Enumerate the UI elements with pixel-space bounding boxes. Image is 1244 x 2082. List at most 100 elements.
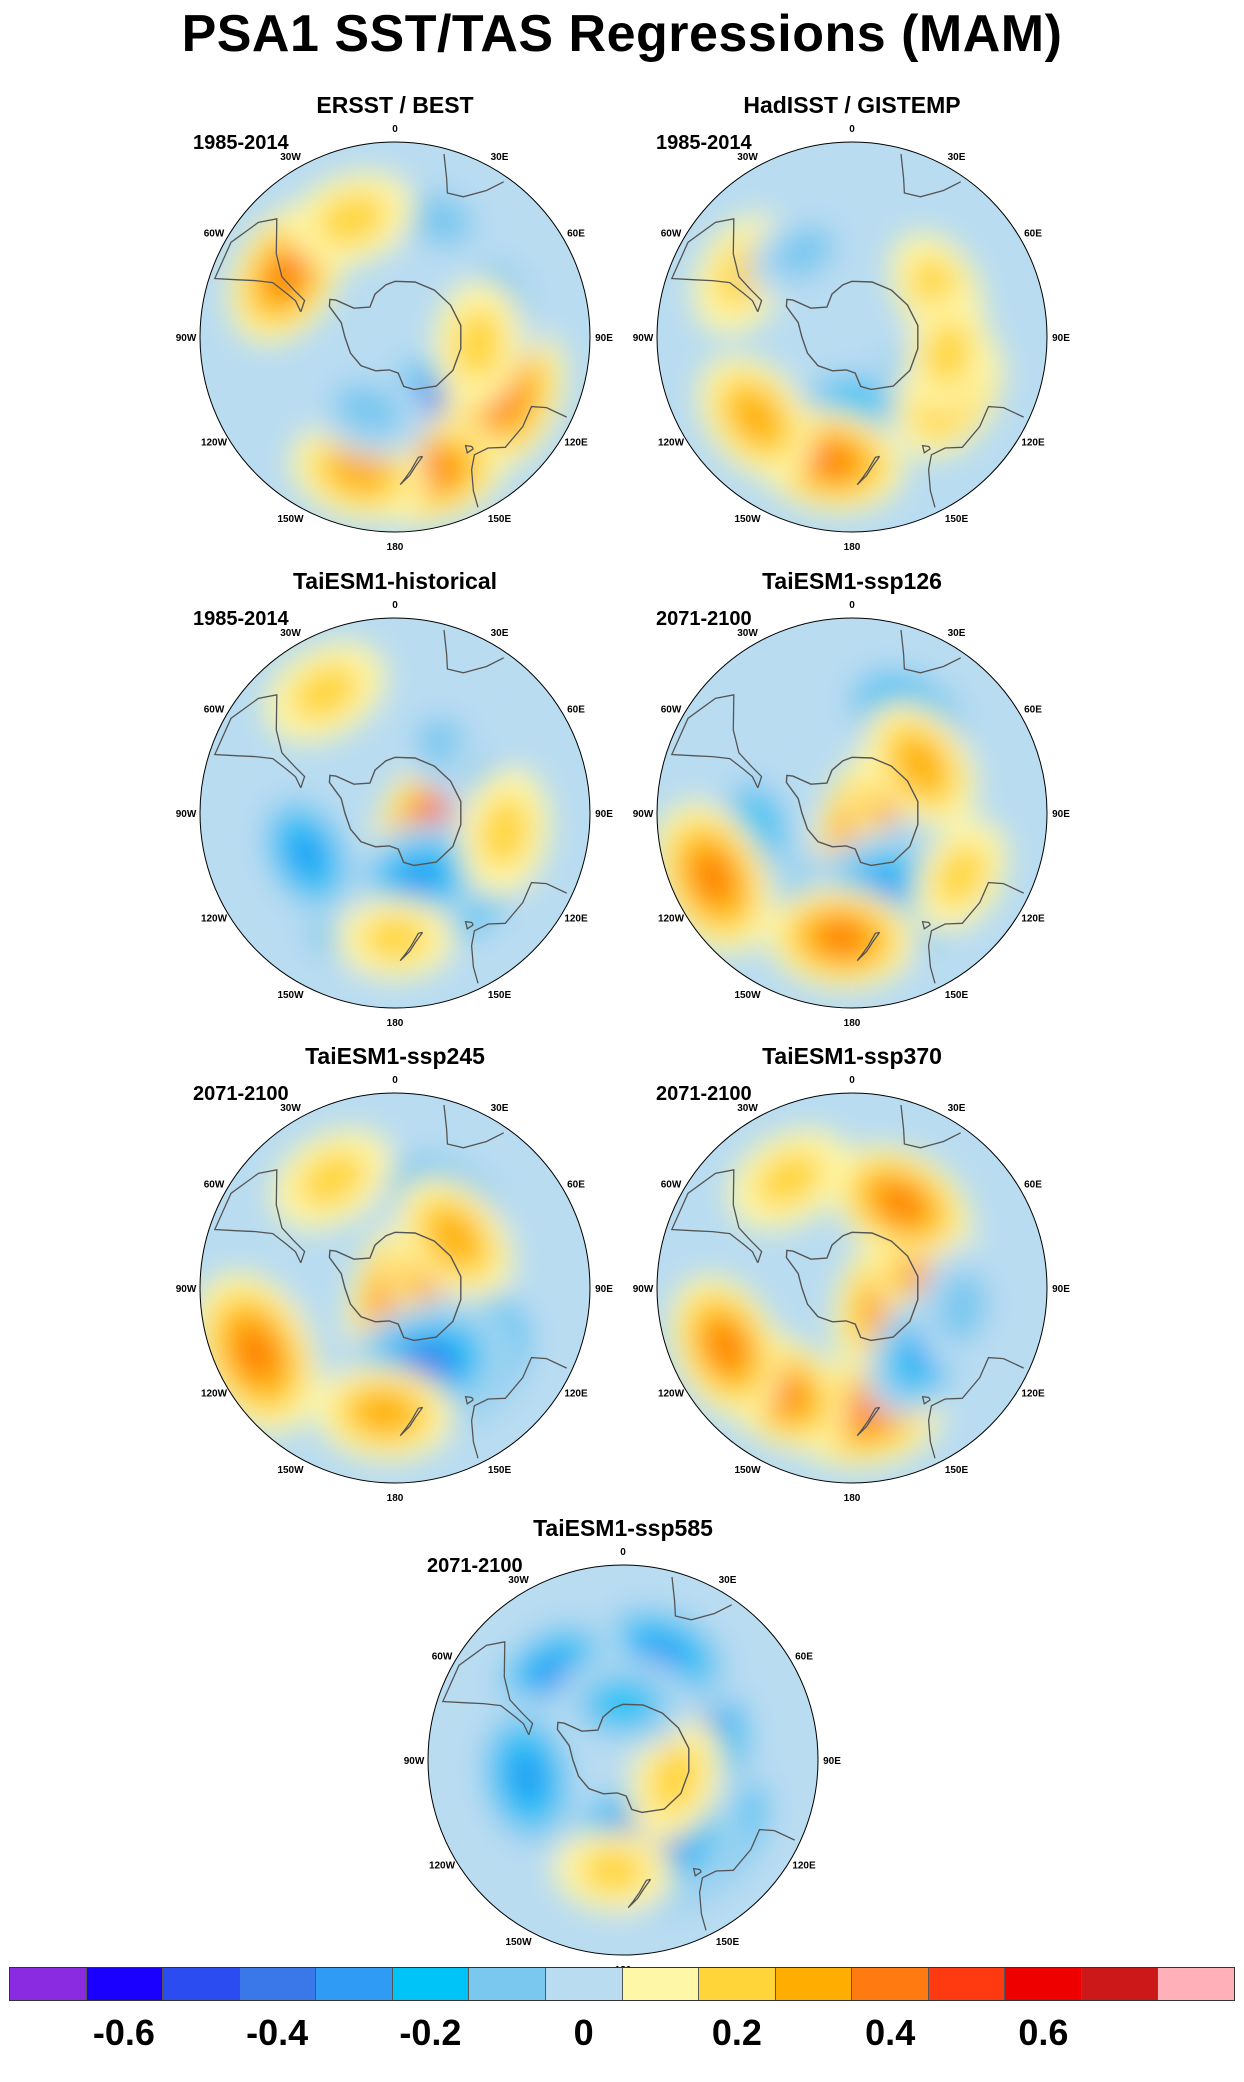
longitude-label: 90W — [633, 809, 654, 820]
coastline — [470, 405, 567, 508]
colorbar-labels: -0.6 -0.4 -0.2 0 0.2 0.4 0.6 — [0, 2012, 1244, 2072]
anomaly-band — [289, 832, 324, 876]
coastline — [470, 881, 567, 984]
anomaly-band — [453, 307, 504, 381]
longitude-label: 120E — [1021, 438, 1045, 449]
longitude-label: 30E — [491, 1103, 509, 1114]
longitude-label: 150W — [277, 1465, 304, 1476]
longitude-label: 90E — [1052, 1284, 1070, 1295]
colorbar-swatch — [1005, 1968, 1082, 2000]
antarctica-coastline — [785, 280, 919, 391]
anomaly-band — [268, 253, 304, 296]
anomaly-band — [332, 383, 404, 437]
colorbar-tick-label: -0.4 — [246, 2012, 309, 2053]
colorbar-swatch — [392, 1968, 470, 2000]
map-panel: ERSST / BEST 1985-2014 0 30E 60E 90E 120E 150E 1… — [175, 92, 615, 562]
anomaly-band — [479, 795, 531, 869]
longitude-label: 30E — [948, 152, 966, 163]
longitude-label: 30W — [737, 628, 758, 639]
colorbar-swatch — [699, 1968, 776, 2000]
colorbar-swatch — [928, 1968, 1006, 2000]
anomaly-band — [509, 1751, 545, 1803]
coastline — [464, 444, 474, 454]
antarctica-coastline — [328, 280, 462, 391]
colorbar-swatch — [545, 1968, 623, 2000]
longitude-label: 60W — [204, 705, 225, 716]
panel-period: 2071-2100 — [656, 1083, 752, 1105]
longitude-label: 60W — [432, 1652, 453, 1663]
coastline — [399, 1406, 424, 1437]
map-panel: TaiESM1-ssp370 2071-2100 0 30E 60E 90E 120E 150… — [632, 1043, 1072, 1513]
longitude-label: 180 — [844, 542, 861, 553]
anomaly-band — [807, 444, 853, 477]
longitude-label: 60W — [661, 1180, 682, 1191]
longitude-label: 30W — [737, 1103, 758, 1114]
longitude-label: 90E — [1052, 333, 1070, 344]
longitude-label: 60E — [1024, 229, 1042, 240]
map-boundary — [656, 1092, 1048, 1484]
map-panel: TaiESM1-ssp245 2071-2100 0 30E 60E 90E 120E 150… — [175, 1043, 615, 1513]
longitude-label: 120W — [201, 914, 228, 925]
anomaly-band — [934, 844, 987, 908]
map-boundary — [199, 141, 591, 533]
anomaly-band — [708, 1325, 743, 1369]
longitude-label: 90W — [176, 809, 197, 820]
coastline — [670, 1169, 763, 1264]
coastline — [921, 444, 931, 454]
panel-period: 1985-2014 — [193, 608, 289, 630]
longitude-label: 120E — [564, 914, 588, 925]
longitude-label: 30W — [280, 1103, 301, 1114]
antarctica-coastline — [556, 1703, 690, 1814]
longitude-label: 90E — [595, 333, 613, 344]
map-boundary — [656, 617, 1048, 1009]
anomaly-band — [361, 915, 429, 962]
colorbar-swatch — [239, 1968, 317, 2000]
anomaly-band — [936, 1270, 988, 1344]
coastline — [692, 1867, 702, 1877]
antarctica-coastline — [785, 1231, 919, 1342]
anomaly-band — [898, 740, 943, 791]
longitude-label: 150W — [277, 990, 304, 1001]
colorbar-swatch — [852, 1968, 929, 2000]
colorbar-swatch — [10, 1968, 87, 2000]
longitude-label: 150W — [734, 514, 761, 525]
longitude-label: 150W — [505, 1937, 532, 1948]
coastline — [464, 920, 474, 930]
longitude-label: 0 — [849, 600, 855, 611]
colorbar-tick-label: 0.2 — [711, 2012, 762, 2053]
panel-title: HadISST / GISTEMP — [743, 92, 961, 118]
colorbar-swatch — [622, 1968, 700, 2000]
longitude-label: 120E — [564, 438, 588, 449]
map-panel: TaiESM1-historical 1985-2014 0 30E 60E 90E 120… — [175, 568, 615, 1038]
longitude-label: 120W — [201, 1389, 228, 1400]
map-boundary — [199, 1092, 591, 1484]
panel-title: TaiESM1-ssp126 — [762, 568, 942, 594]
longitude-label: 90W — [404, 1756, 425, 1767]
coastline — [856, 455, 881, 486]
map-panel: TaiESM1-ssp126 2071-2100 0 30E 60E 90E 120E 150… — [632, 568, 1072, 1038]
coastline — [900, 1104, 961, 1149]
longitude-label: 30E — [491, 628, 509, 639]
anomaly-band — [771, 226, 835, 279]
anomaly-band — [395, 860, 443, 896]
longitude-label: 60E — [1024, 1180, 1042, 1191]
anomaly-band — [924, 320, 972, 388]
colorbar-swatch — [469, 1968, 546, 2000]
map-boundary — [427, 1564, 819, 1956]
longitude-label: 150E — [945, 1465, 969, 1476]
coastline — [470, 1356, 567, 1459]
longitude-label: 90E — [1052, 809, 1070, 820]
longitude-label: 150W — [734, 1465, 761, 1476]
colorbar-tick-label: 0 — [573, 2012, 594, 2053]
longitude-label: 150E — [488, 1465, 512, 1476]
longitude-label: 180 — [387, 542, 404, 553]
longitude-label: 60W — [204, 229, 225, 240]
antarctica-coastline — [328, 756, 462, 867]
longitude-label: 90W — [176, 333, 197, 344]
longitude-label: 60W — [204, 1180, 225, 1191]
